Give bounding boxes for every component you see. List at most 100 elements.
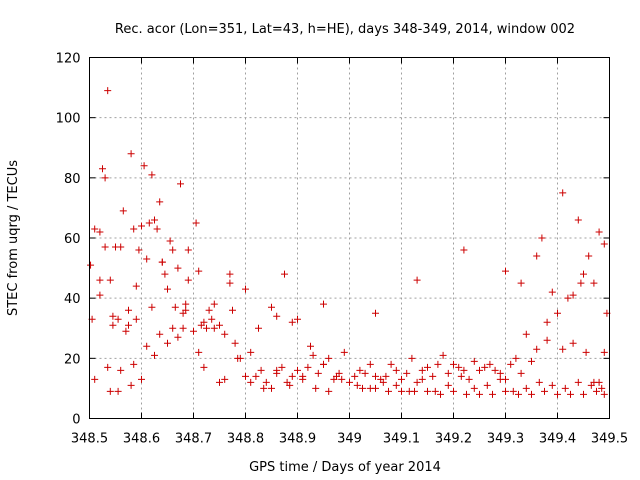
data-point <box>533 252 541 260</box>
data-point <box>140 162 148 170</box>
data-point <box>372 384 379 392</box>
data-point <box>600 240 608 248</box>
data-point <box>226 270 234 278</box>
x-tick-label: 349 <box>337 432 362 447</box>
data-point <box>132 282 140 290</box>
data-point <box>122 327 130 335</box>
data-point <box>242 372 249 380</box>
data-point <box>200 318 208 326</box>
data-point <box>96 276 104 284</box>
y-tick-label: 80 <box>64 172 81 187</box>
x-tick-label: 348.5 <box>71 432 108 447</box>
data-point <box>595 228 603 236</box>
data-point <box>385 387 392 395</box>
data-point <box>127 150 135 158</box>
data-point <box>153 225 161 233</box>
data-point <box>538 234 546 242</box>
data-point <box>325 354 333 362</box>
data-point <box>252 372 260 380</box>
data-point <box>281 270 288 278</box>
data-point <box>392 381 400 389</box>
data-point <box>424 387 431 395</box>
data-point <box>216 378 223 386</box>
data-point <box>535 378 543 386</box>
data-point <box>455 363 463 371</box>
data-point <box>286 381 294 389</box>
data-point <box>496 369 504 377</box>
x-tick-label: 348.9 <box>279 432 316 447</box>
data-point <box>262 378 270 386</box>
data-point <box>439 351 447 359</box>
data-point <box>444 369 452 377</box>
data-point <box>135 246 143 254</box>
y-tick-label: 0 <box>72 413 80 428</box>
data-point <box>476 390 483 398</box>
data-point <box>145 219 153 227</box>
data-point <box>273 312 281 320</box>
data-point <box>174 333 182 341</box>
data-point <box>190 327 197 335</box>
axis-ticks: 348.5 348.6 348.7 348.8 348.9 349 349.1 349.2 34… <box>56 52 628 447</box>
data-point <box>491 366 499 374</box>
data-point <box>304 363 312 371</box>
data-point <box>418 366 426 374</box>
data-point <box>548 288 556 296</box>
data-point <box>372 372 379 380</box>
data-point <box>109 312 117 320</box>
data-point <box>569 291 577 299</box>
data-point <box>138 375 145 383</box>
data-point <box>418 375 426 383</box>
data-point <box>561 384 569 392</box>
data-point <box>559 345 567 353</box>
x-tick-label: 348.7 <box>175 432 212 447</box>
data-point <box>182 300 190 308</box>
data-point <box>541 387 548 395</box>
data-point <box>356 366 364 374</box>
data-point <box>138 222 145 230</box>
data-point <box>257 366 265 374</box>
x-tick-label: 349.2 <box>435 432 472 447</box>
data-point <box>543 318 551 326</box>
data-point <box>522 330 530 338</box>
data-point <box>567 390 574 398</box>
data-point <box>502 387 509 395</box>
data-point <box>294 366 301 374</box>
y-tick-label: 100 <box>56 112 81 127</box>
data-point <box>460 246 468 254</box>
data-point <box>507 360 515 368</box>
x-tick-label: 349.3 <box>487 432 524 447</box>
data-point <box>554 390 561 398</box>
x-tick-label: 349.4 <box>539 432 576 447</box>
data-point <box>210 324 218 332</box>
data-point <box>333 372 340 380</box>
data-point <box>106 387 114 395</box>
data-point <box>104 363 112 371</box>
data-point <box>574 216 582 224</box>
data-point <box>288 372 296 380</box>
data-point <box>309 351 317 359</box>
data-point <box>463 390 470 398</box>
data-point <box>127 381 135 389</box>
data-point <box>434 360 442 368</box>
data-point <box>496 375 504 383</box>
data-point <box>580 390 587 398</box>
data-point <box>528 357 535 365</box>
data-point <box>517 369 525 377</box>
data-point <box>528 390 535 398</box>
data-point <box>174 264 182 272</box>
data-point <box>104 87 112 95</box>
data-point <box>268 384 275 392</box>
data-point <box>164 339 171 347</box>
data-point <box>580 270 587 278</box>
data-point <box>413 276 421 284</box>
data-point <box>314 369 322 377</box>
data-point <box>101 243 109 251</box>
data-point <box>184 276 192 284</box>
data-point <box>260 384 268 392</box>
data-point <box>114 387 122 395</box>
data-point <box>593 387 600 395</box>
data-point <box>585 252 593 260</box>
data-point <box>366 360 374 368</box>
y-tick-label: 60 <box>64 232 81 247</box>
data-point <box>156 198 164 206</box>
